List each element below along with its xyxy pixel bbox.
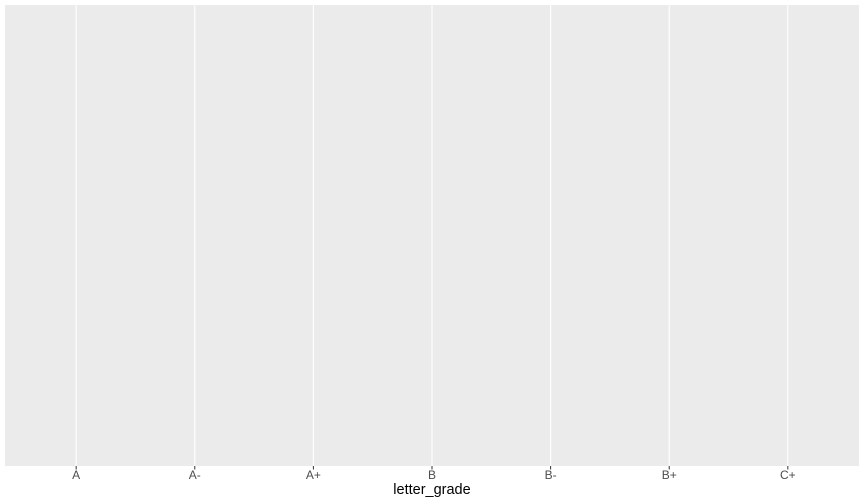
x-axis-title: letter_grade — [393, 482, 470, 498]
x-tick-label: A- — [189, 468, 201, 482]
x-tick-label: B- — [545, 468, 557, 482]
x-tick-label: A — [72, 468, 80, 482]
x-tick-label: B — [428, 468, 436, 482]
x-tick-label: C+ — [780, 468, 796, 482]
x-tick-label: A+ — [306, 468, 321, 482]
x-tick-label: B+ — [662, 468, 677, 482]
